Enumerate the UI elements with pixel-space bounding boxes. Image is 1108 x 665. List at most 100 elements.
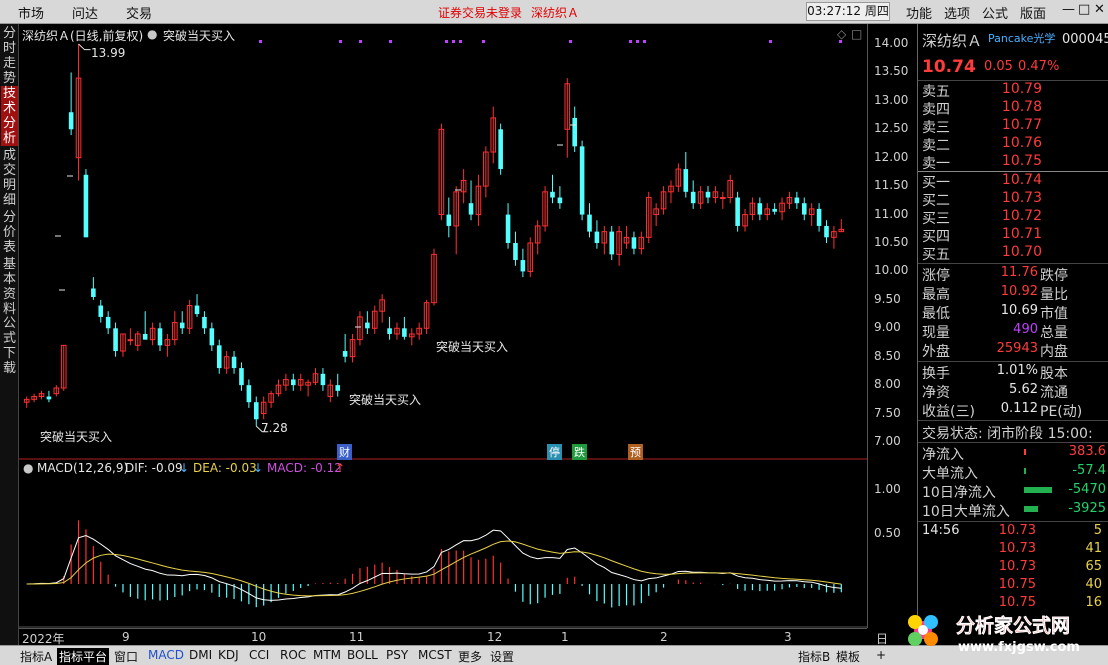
tab-mtm[interactable]: MTM: [313, 648, 342, 662]
divider: [918, 442, 1108, 443]
price-tick: 11.50: [874, 178, 909, 193]
tab-psy[interactable]: PSY: [386, 648, 409, 662]
low-label: 7.28: [261, 421, 288, 435]
tab-price-table[interactable]: 分价表: [2, 210, 16, 255]
kline-chart[interactable]: 深纺织Ａ(日线,前复权) ● 突破当天买入 ◇ □ 13.99 7.28 突破当…: [19, 24, 867, 628]
tab-technical[interactable]: 技术分析: [1, 86, 18, 146]
stat-label: 现量: [922, 325, 950, 341]
tab-settings[interactable]: 设置: [490, 650, 515, 664]
stat-label-2: 量比: [1040, 287, 1068, 303]
tab-dmi[interactable]: DMI: [189, 648, 213, 662]
ask-label: 卖四: [922, 102, 950, 118]
tab-cci[interactable]: CCI: [249, 648, 270, 662]
quote-panel: 深纺织Ａ Pancake光学 000045 10.74 0.05 0.47% 卖…: [917, 24, 1108, 645]
drop-badge[interactable]: 跌: [572, 444, 587, 460]
price-tick: 7.50: [874, 405, 901, 420]
tab-formula-download[interactable]: 公式下载: [2, 316, 16, 376]
window-icon[interactable]: □: [851, 27, 863, 41]
bid-row[interactable]: 买五 10.70: [922, 244, 1108, 263]
date-label: 2: [660, 630, 668, 644]
indicator-name[interactable]: 突破当天买入: [163, 29, 236, 43]
divider: [918, 263, 1108, 264]
bid-row[interactable]: 买三 10.72: [922, 208, 1108, 227]
tab-basic-info[interactable]: 基本资料: [2, 257, 16, 317]
tab-intraday[interactable]: 分时走势: [2, 26, 16, 86]
bid-row[interactable]: 买四 10.71: [922, 226, 1108, 245]
ask-row[interactable]: 卖四 10.78: [922, 99, 1108, 118]
ask-row[interactable]: 卖二 10.76: [922, 135, 1108, 154]
tab-mcst[interactable]: MCST: [418, 648, 452, 662]
stat-label-2: 跌停: [1040, 268, 1068, 284]
stat-value: 5.62: [1009, 382, 1038, 397]
tab-window[interactable]: 窗口: [114, 650, 139, 664]
menu-market[interactable]: 市场: [18, 7, 45, 22]
flow-row: 大单流入 -57.4: [922, 463, 1108, 482]
stat-row: 最高 10.92 量比: [922, 284, 1108, 303]
date-axis: 2022年 9 10 11 12 1 2 3 日线: [19, 628, 888, 663]
candle-body: [320, 373, 326, 386]
candle-body: [68, 112, 74, 130]
tab-template[interactable]: 模板: [836, 650, 861, 664]
price-tick: 8.50: [874, 348, 901, 363]
menu-formula[interactable]: 公式: [982, 7, 1009, 22]
stat-label: 收益(三): [922, 404, 975, 420]
menu-function[interactable]: 功能: [906, 7, 933, 22]
menu-options[interactable]: 选项: [944, 7, 971, 22]
flower-logo: [908, 615, 938, 646]
ask-row[interactable]: 卖五 10.79: [922, 81, 1108, 100]
tick-row: 14:56 10.73 5: [922, 523, 1108, 541]
add-tab-button[interactable]: +: [876, 648, 887, 662]
ask-price: 10.77: [1001, 117, 1042, 133]
tab-more[interactable]: 更多: [458, 650, 483, 664]
tab-indicator-a[interactable]: 指标A: [20, 650, 53, 664]
stock-name: 深纺织Ａ: [922, 32, 983, 50]
menu-trade[interactable]: 交易: [126, 7, 153, 22]
close-icon[interactable]: ✕: [1094, 2, 1105, 17]
bid-row[interactable]: 买二 10.73: [922, 190, 1108, 209]
candle-body: [786, 197, 793, 204]
tick-row: 10.73 65: [922, 559, 1108, 577]
tick-price: 10.73: [998, 559, 1036, 574]
candle-body: [557, 197, 563, 204]
clock: 03:27:12 周四: [806, 2, 890, 21]
left-tab-strip: 分时走势 技术分析 成交明细 分价表 基本资料 公式下载: [0, 24, 19, 645]
minimize-icon[interactable]: —: [1062, 2, 1075, 17]
tab-deals[interactable]: 成交明细: [2, 148, 16, 208]
flow-label: 净流入: [922, 447, 964, 463]
divider: [918, 521, 1108, 522]
halt-badge[interactable]: 停: [547, 444, 562, 460]
candle-body: [609, 231, 615, 255]
finance-badge[interactable]: 财: [337, 444, 352, 460]
candle-body: [808, 208, 815, 216]
flow-value: -57.4: [1072, 463, 1106, 478]
tab-indicator-platform[interactable]: 指标平台: [57, 648, 110, 665]
candle-body: [638, 236, 645, 250]
macd-tick: 1.00: [874, 482, 901, 496]
maximize-icon[interactable]: □: [1078, 2, 1091, 17]
candle-body: [453, 191, 460, 227]
diamond-icon[interactable]: ◇: [837, 27, 847, 41]
stat-label: 净资: [922, 385, 950, 401]
date-label: 1: [561, 630, 569, 644]
forecast-badge[interactable]: 预: [628, 444, 643, 460]
dif-line: [26, 529, 842, 601]
candle-body: [572, 117, 577, 147]
ask-row[interactable]: 卖三 10.77: [922, 117, 1108, 136]
tab-kdj[interactable]: KDJ: [218, 648, 239, 662]
tab-roc[interactable]: ROC: [280, 648, 307, 662]
tab-macd[interactable]: MACD: [148, 648, 184, 662]
candle-body: [260, 401, 267, 415]
indicator-dropdown-icon[interactable]: ●: [147, 27, 158, 41]
login-status[interactable]: 证券交易未登录: [438, 6, 523, 20]
bid-row[interactable]: 买一 10.74: [922, 172, 1108, 191]
dea-arrow-icon: ↓: [253, 461, 264, 475]
concept-tag[interactable]: Pancake光学: [988, 32, 1056, 45]
tab-indicator-b[interactable]: 指标B: [798, 650, 831, 664]
menu-layout[interactable]: 版面: [1020, 7, 1047, 22]
tab-boll[interactable]: BOLL: [347, 648, 378, 662]
menu-wenda[interactable]: 问达: [72, 7, 99, 22]
chart-canvas[interactable]: [19, 24, 867, 628]
macd-dropdown-icon[interactable]: ●: [23, 461, 34, 475]
ask-row[interactable]: 卖一 10.75: [922, 153, 1108, 172]
signal-dot: [482, 40, 485, 43]
